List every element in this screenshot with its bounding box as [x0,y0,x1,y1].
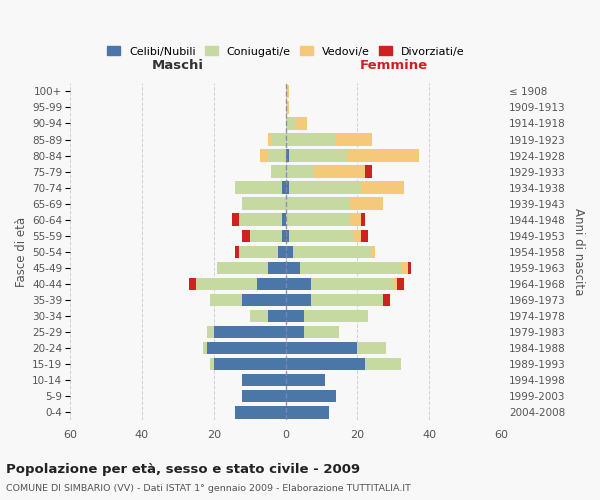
Bar [282,182,286,194]
Bar [365,358,401,370]
Bar [268,133,271,146]
Bar [242,230,250,242]
Bar [383,294,390,306]
Bar [289,230,354,242]
Bar [286,406,329,418]
Bar [361,230,368,242]
Bar [196,278,257,290]
Bar [350,198,383,210]
Bar [336,133,372,146]
Bar [286,85,289,98]
Bar [282,230,286,242]
Text: Popolazione per età, sesso e stato civile - 2009: Popolazione per età, sesso e stato civil… [6,462,360,475]
Bar [250,310,268,322]
Bar [235,182,282,194]
Bar [188,278,196,290]
Bar [286,182,289,194]
Bar [210,294,242,306]
Bar [235,406,286,418]
Bar [286,342,358,354]
Bar [361,182,404,194]
Bar [286,117,296,130]
Bar [257,278,286,290]
Bar [286,133,336,146]
Bar [286,326,304,338]
Bar [358,342,386,354]
Bar [286,101,289,114]
Bar [242,374,286,386]
Bar [286,166,314,178]
Bar [286,214,350,226]
Bar [314,166,365,178]
Bar [408,262,412,274]
Bar [286,390,336,402]
Bar [268,262,286,274]
Legend: Celibi/Nubili, Coniugati/e, Vedovi/e, Divorziati/e: Celibi/Nubili, Coniugati/e, Vedovi/e, Di… [103,42,469,61]
Bar [217,262,268,274]
Bar [401,262,408,274]
Bar [214,358,286,370]
Bar [354,230,361,242]
Y-axis label: Anni di nascita: Anni di nascita [572,208,585,296]
Bar [210,358,214,370]
Bar [289,150,347,162]
Bar [365,166,372,178]
Bar [286,198,350,210]
Bar [372,246,376,258]
Bar [268,150,286,162]
Bar [206,326,214,338]
Bar [361,214,365,226]
Text: Femmine: Femmine [359,59,427,72]
Bar [286,358,365,370]
Y-axis label: Fasce di età: Fasce di età [15,216,28,287]
Bar [232,214,239,226]
Bar [206,342,286,354]
Bar [286,230,289,242]
Bar [394,278,397,290]
Bar [311,294,383,306]
Bar [311,278,394,290]
Bar [242,198,286,210]
Bar [203,342,206,354]
Text: Maschi: Maschi [152,59,204,72]
Bar [242,294,286,306]
Bar [239,246,278,258]
Bar [300,262,401,274]
Bar [286,150,289,162]
Bar [282,214,286,226]
Bar [214,326,286,338]
Bar [239,214,282,226]
Bar [260,150,268,162]
Bar [286,278,311,290]
Bar [250,230,282,242]
Bar [286,294,311,306]
Bar [304,310,368,322]
Bar [286,374,325,386]
Bar [268,310,286,322]
Bar [286,310,304,322]
Bar [397,278,404,290]
Bar [304,326,340,338]
Bar [296,117,307,130]
Bar [293,246,372,258]
Bar [286,246,293,258]
Bar [242,390,286,402]
Bar [350,214,361,226]
Bar [271,133,286,146]
Bar [235,246,239,258]
Text: COMUNE DI SIMBARIO (VV) - Dati ISTAT 1° gennaio 2009 - Elaborazione TUTTITALIA.I: COMUNE DI SIMBARIO (VV) - Dati ISTAT 1° … [6,484,411,493]
Bar [347,150,419,162]
Bar [271,166,286,178]
Bar [286,262,300,274]
Bar [278,246,286,258]
Bar [289,182,361,194]
